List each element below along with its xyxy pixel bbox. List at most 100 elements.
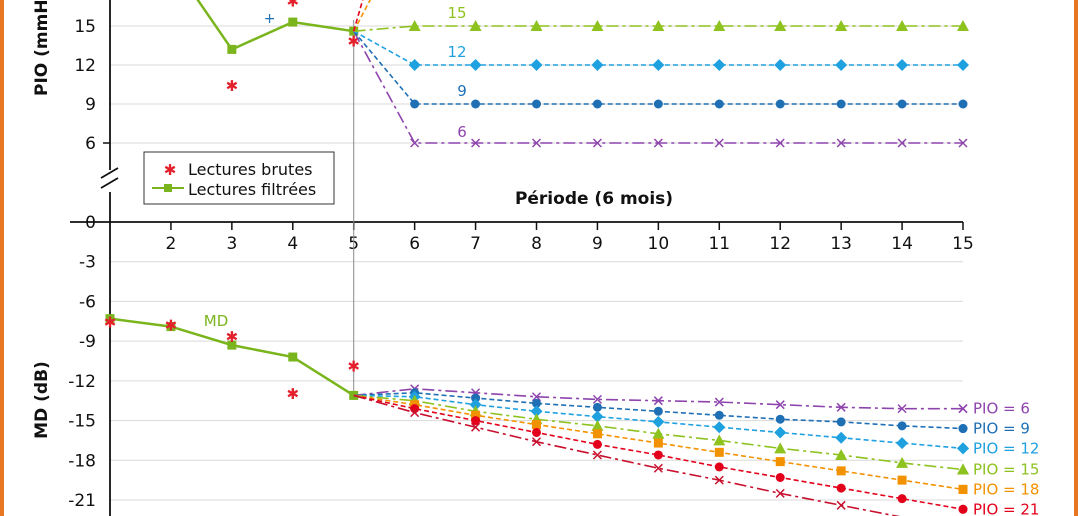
data-point-pio-6 <box>836 402 846 412</box>
top-series: ✱ ✱ ✱ + <box>196 0 969 148</box>
data-point-12 <box>957 59 969 71</box>
data-point-pio-9 <box>532 398 541 408</box>
legend-box <box>143 151 335 205</box>
data-point-pio-21 <box>532 427 541 437</box>
data-point-pio-21 <box>836 483 846 493</box>
data-point-pio-21 <box>897 494 907 504</box>
x-tick-label: 2 <box>166 234 177 254</box>
legend-marker <box>958 484 968 494</box>
data-point-pio-15 <box>835 448 848 460</box>
bottom-y-ticks: 0 -3 -6 -9 -12 -15 -18 -21 <box>68 213 96 511</box>
x-ticks: 2 3 4 5 6 7 8 9 10 11 12 13 14 15 <box>166 222 974 254</box>
data-point-pio-18 <box>653 438 663 448</box>
data-point-pio-18 <box>836 466 846 476</box>
data-point-12 <box>652 59 665 71</box>
data-point-6 <box>836 138 846 148</box>
data-point-9 <box>958 99 968 109</box>
data-point-pio-12 <box>896 437 909 450</box>
series-end-label: 9 <box>457 82 467 100</box>
bottom-panel-grid <box>110 261 963 501</box>
data-point-15 <box>713 20 726 31</box>
data-point-pio-21 <box>653 450 663 460</box>
data-point-pio-12 <box>530 405 543 418</box>
frame-border-right <box>1074 0 1078 516</box>
data-point-12 <box>835 59 848 71</box>
x-tick-label: 14 <box>891 234 913 254</box>
data-point-lectures-brutes: ✱ <box>226 77 239 95</box>
data-point-pio-6 <box>653 396 663 406</box>
data-point-15 <box>774 20 787 31</box>
data-point-12 <box>774 59 787 71</box>
top-y-ticks: 6 9 12 15 <box>74 17 96 154</box>
data-point-lectures-filtr-es <box>288 17 298 27</box>
data-point-md <box>166 322 176 332</box>
data-point-pio-21 <box>592 439 602 449</box>
x-tick-label: 8 <box>531 234 542 254</box>
series-line-pio-21 <box>353 394 964 511</box>
data-point-pio24 <box>592 450 602 460</box>
data-point-9 <box>836 99 846 109</box>
x-tick-label: 6 <box>409 234 420 254</box>
data-point-9 <box>775 99 785 109</box>
legend-raw-marker: ✱ <box>164 161 177 179</box>
legend-marker <box>958 424 968 434</box>
axis-break <box>100 167 119 189</box>
series-end-label: 12 <box>447 43 466 61</box>
data-point-pio24 <box>836 500 846 510</box>
y-tick-label: -21 <box>68 491 96 511</box>
data-point-pio-9 <box>471 393 481 403</box>
data-point-15 <box>530 20 543 31</box>
data-point-pio-18 <box>532 420 541 430</box>
data-point-9 <box>592 99 602 109</box>
data-point-pio24 <box>775 488 785 498</box>
data-point-pio-15 <box>591 419 604 431</box>
x-tick-label: 4 <box>287 234 298 254</box>
y-tick-label: -18 <box>68 451 96 471</box>
series-end-label: PIO = 21 <box>973 500 1039 516</box>
x-tick-label: 15 <box>952 234 974 254</box>
data-point-pio24 <box>410 408 420 418</box>
series-line-pio18 <box>353 0 372 32</box>
bottom-y-axis-label: MD (dB) <box>32 361 52 439</box>
series-line-pio21 <box>352 0 364 32</box>
data-point-lectures-brutes: ✱ <box>165 316 178 334</box>
legend-filtered-marker <box>164 184 172 192</box>
data-point-9 <box>714 99 724 109</box>
y-tick-label: 15 <box>74 17 96 37</box>
data-point-15 <box>896 20 909 31</box>
y-tick-label: 6 <box>85 134 96 154</box>
data-point-9 <box>410 99 420 109</box>
data-point-12 <box>591 59 604 71</box>
data-point-lectures-brutes: ✱ <box>347 33 360 51</box>
data-point-pio24 <box>471 422 481 432</box>
data-point-pio-6 <box>531 392 542 402</box>
series-end-label: PIO = 6 <box>973 400 1030 418</box>
legend: ✱ Lectures brutes Lectures filtrées <box>143 151 335 205</box>
data-point-pio-9 <box>775 414 785 424</box>
data-point-15 <box>408 20 421 31</box>
data-point-pio-21 <box>775 472 785 482</box>
data-point-pio-12 <box>713 421 726 434</box>
data-point-15 <box>591 20 604 31</box>
data-point-pio-15 <box>774 442 787 454</box>
y-tick-label: 12 <box>74 56 96 76</box>
legend-filtered-label: Lectures filtrées <box>188 180 316 199</box>
series-line-6 <box>353 30 963 144</box>
series-end-label: PIO = 18 <box>973 480 1039 498</box>
y-tick-label: -15 <box>68 412 96 432</box>
stray-marker: + <box>264 11 276 27</box>
data-point-pio-6 <box>714 397 724 407</box>
data-point-md <box>288 352 298 362</box>
y-tick-label: -9 <box>79 332 96 352</box>
data-point-pio-18 <box>592 429 602 439</box>
data-point-9 <box>532 99 541 109</box>
data-point-pio-12 <box>591 410 604 423</box>
data-point-md <box>227 340 237 350</box>
data-point-lectures-brutes: ✱ <box>226 328 239 346</box>
data-point-9 <box>653 99 663 109</box>
data-point-md <box>105 314 115 324</box>
y-tick-label: 0 <box>85 213 96 233</box>
md-series-label: MD <box>204 312 229 330</box>
data-point-12 <box>713 59 726 71</box>
